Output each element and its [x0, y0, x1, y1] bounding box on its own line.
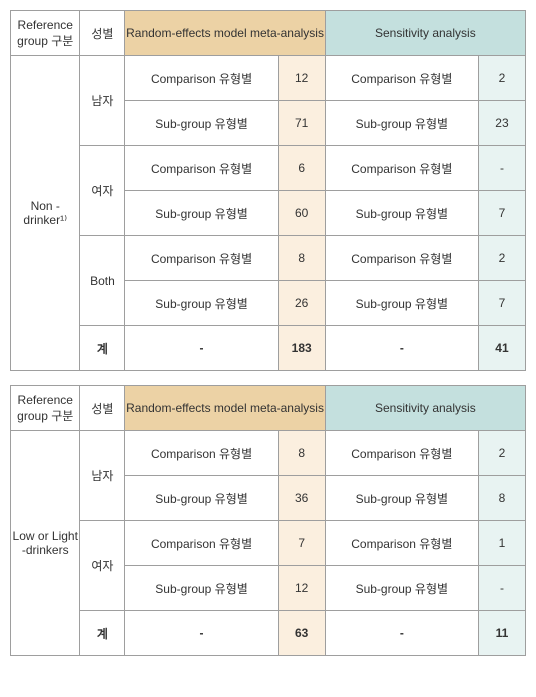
re-type-cell: Comparison 유형별 — [125, 146, 278, 191]
se-type-cell: Comparison 유형별 — [325, 146, 478, 191]
re-type-cell: Comparison 유형별 — [125, 431, 278, 476]
se-value-cell: - — [478, 566, 525, 611]
re-type-cell: Comparison 유형별 — [125, 236, 278, 281]
hdr-reference-group: Reference group 구분 — [11, 386, 80, 431]
re-value-cell: 8 — [278, 431, 325, 476]
re-value-cell: 26 — [278, 281, 325, 326]
re-value-cell: 12 — [278, 566, 325, 611]
re-value-cell: 60 — [278, 191, 325, 236]
re-value-cell: 36 — [278, 476, 325, 521]
total-dash: - — [125, 611, 278, 656]
total-se-value: 41 — [478, 326, 525, 371]
sex-cell-female: 여자 — [80, 521, 125, 611]
total-se-value: 11 — [478, 611, 525, 656]
header-row: Reference group 구분 성별 Random-effects mod… — [11, 11, 526, 56]
total-label: 계 — [80, 326, 125, 371]
table-row: Non -drinker¹⁾ 남자 Comparison 유형별 12 Comp… — [11, 56, 526, 101]
total-dash: - — [125, 326, 278, 371]
table-row: Low or Light -drinkers 남자 Comparison 유형별… — [11, 431, 526, 476]
sex-cell-male: 남자 — [80, 431, 125, 521]
se-type-cell: Comparison 유형별 — [325, 236, 478, 281]
sex-cell-female: 여자 — [80, 146, 125, 236]
total-label: 계 — [80, 611, 125, 656]
se-type-cell: Comparison 유형별 — [325, 521, 478, 566]
hdr-reference-group: Reference group 구분 — [11, 11, 80, 56]
sex-cell-both: Both — [80, 236, 125, 326]
se-type-cell: Comparison 유형별 — [325, 56, 478, 101]
se-value-cell: 2 — [478, 56, 525, 101]
re-value-cell: 6 — [278, 146, 325, 191]
total-dash: - — [325, 611, 478, 656]
se-value-cell: 8 — [478, 476, 525, 521]
se-value-cell: 2 — [478, 431, 525, 476]
hdr-sensitivity: Sensitivity analysis — [325, 386, 525, 431]
se-value-cell: - — [478, 146, 525, 191]
hdr-random-effects: Random-effects model meta-analysis — [125, 386, 325, 431]
total-re-value: 63 — [278, 611, 325, 656]
table-nondrinker: Reference group 구분 성별 Random-effects mod… — [10, 10, 526, 371]
re-type-cell: Comparison 유형별 — [125, 56, 278, 101]
re-type-cell: Sub-group 유형별 — [125, 566, 278, 611]
sex-cell-male: 남자 — [80, 56, 125, 146]
total-row: 계 - 63 - 11 — [11, 611, 526, 656]
total-dash: - — [325, 326, 478, 371]
total-row: 계 - 183 - 41 — [11, 326, 526, 371]
re-type-cell: Sub-group 유형별 — [125, 191, 278, 236]
se-type-cell: Comparison 유형별 — [325, 431, 478, 476]
re-type-cell: Sub-group 유형별 — [125, 281, 278, 326]
hdr-random-effects: Random-effects model meta-analysis — [125, 11, 325, 56]
re-type-cell: Sub-group 유형별 — [125, 101, 278, 146]
se-value-cell: 23 — [478, 101, 525, 146]
se-value-cell: 7 — [478, 281, 525, 326]
table-lowlight: Reference group 구분 성별 Random-effects mod… — [10, 385, 526, 656]
table-row: Both Comparison 유형별 8 Comparison 유형별 2 — [11, 236, 526, 281]
se-type-cell: Sub-group 유형별 — [325, 191, 478, 236]
re-value-cell: 12 — [278, 56, 325, 101]
header-row: Reference group 구분 성별 Random-effects mod… — [11, 386, 526, 431]
re-type-cell: Comparison 유형별 — [125, 521, 278, 566]
hdr-sex: 성별 — [80, 11, 125, 56]
hdr-sex: 성별 — [80, 386, 125, 431]
se-type-cell: Sub-group 유형별 — [325, 101, 478, 146]
se-type-cell: Sub-group 유형별 — [325, 566, 478, 611]
hdr-sensitivity: Sensitivity analysis — [325, 11, 525, 56]
se-value-cell: 7 — [478, 191, 525, 236]
reference-group-cell: Non -drinker¹⁾ — [11, 56, 80, 371]
reference-group-cell: Low or Light -drinkers — [11, 431, 80, 656]
re-value-cell: 71 — [278, 101, 325, 146]
se-type-cell: Sub-group 유형별 — [325, 281, 478, 326]
se-value-cell: 2 — [478, 236, 525, 281]
re-value-cell: 7 — [278, 521, 325, 566]
total-re-value: 183 — [278, 326, 325, 371]
table-row: 여자 Comparison 유형별 6 Comparison 유형별 - — [11, 146, 526, 191]
table-row: 여자 Comparison 유형별 7 Comparison 유형별 1 — [11, 521, 526, 566]
re-type-cell: Sub-group 유형별 — [125, 476, 278, 521]
se-type-cell: Sub-group 유형별 — [325, 476, 478, 521]
se-value-cell: 1 — [478, 521, 525, 566]
re-value-cell: 8 — [278, 236, 325, 281]
